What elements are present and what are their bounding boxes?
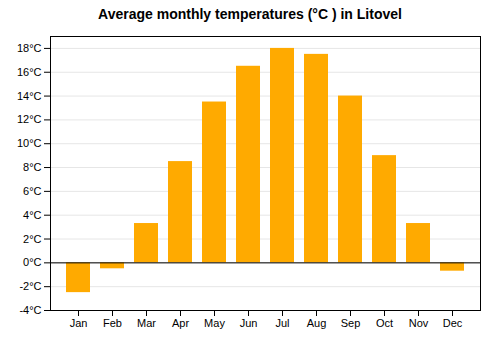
- svg-text:Jun: Jun: [240, 317, 258, 329]
- html-text:Average monthly temperatures (: Average monthly temperatures (°C ) in Li…: [98, 6, 402, 22]
- svg-text:6°C: 6°C: [23, 185, 42, 197]
- svg-text:2°C: 2°C: [23, 233, 42, 245]
- svg-text:18°C: 18°C: [17, 42, 42, 54]
- svg-text:Sep: Sep: [341, 317, 361, 329]
- svg-text:-2°C: -2°C: [19, 280, 41, 292]
- svg-text:Nov: Nov: [409, 317, 429, 329]
- svg-text:Jul: Jul: [275, 317, 289, 329]
- svg-text:Feb: Feb: [103, 317, 122, 329]
- svg-text:Oct: Oct: [376, 317, 393, 329]
- svg-text:0°C: 0°C: [23, 256, 42, 268]
- svg-text:4°C: 4°C: [23, 209, 42, 221]
- svg-text:8°C: 8°C: [23, 161, 42, 173]
- svg-text:14°C: 14°C: [17, 90, 42, 102]
- svg-text:Apr: Apr: [172, 317, 189, 329]
- svg-text:Jan: Jan: [70, 317, 88, 329]
- svg-text:Aug: Aug: [307, 317, 327, 329]
- svg-text:10°C: 10°C: [17, 137, 42, 149]
- svg-text:May: May: [204, 317, 225, 329]
- svg-text:12°C: 12°C: [17, 113, 42, 125]
- svg-text:Mar: Mar: [137, 317, 156, 329]
- svg-text:Dec: Dec: [443, 317, 463, 329]
- svg-text:16°C: 16°C: [17, 66, 42, 78]
- svg-text:-4°C: -4°C: [19, 304, 41, 316]
